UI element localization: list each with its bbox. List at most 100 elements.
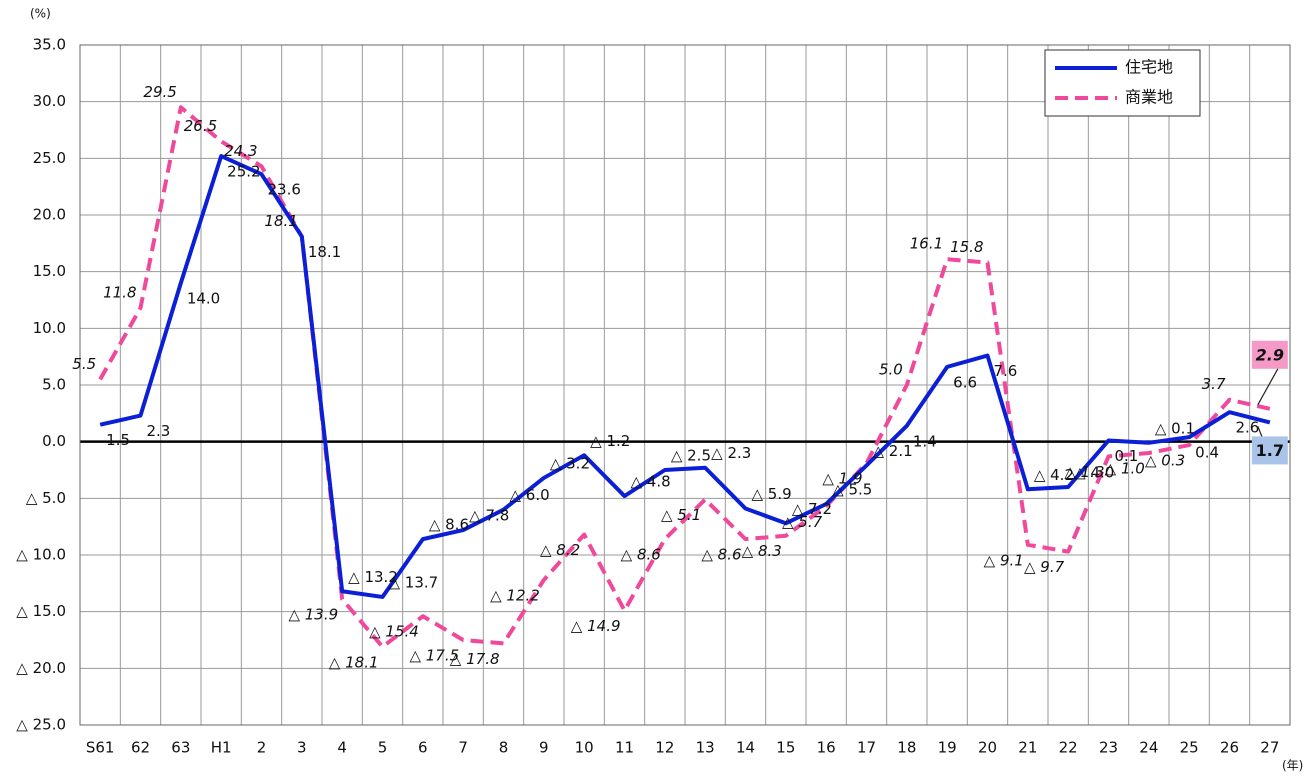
- value-label: △ 13.2: [348, 568, 398, 586]
- value-label: 5.0: [879, 361, 903, 379]
- y-tick-label: 0.0: [42, 432, 66, 450]
- x-tick-label: 12: [655, 739, 674, 757]
- x-tick-label: 4: [337, 739, 347, 757]
- value-label: 23.6: [268, 181, 301, 199]
- x-tick-label: 2: [257, 739, 267, 757]
- value-label: 11.8: [103, 283, 136, 301]
- value-label: △ 1.3: [1064, 463, 1104, 481]
- value-label: 25.2: [227, 163, 260, 181]
- value-label: 29.5: [143, 83, 176, 101]
- y-tick-label: 15.0: [33, 262, 66, 280]
- value-label: 24.3: [224, 142, 257, 160]
- label-box: [1251, 340, 1288, 369]
- label-arrow: [1257, 426, 1263, 437]
- x-tick-label: 19: [938, 739, 957, 757]
- x-tick-label: 63: [171, 739, 190, 757]
- value-label: 0.1: [1115, 447, 1139, 465]
- plot-frame: [79, 44, 1291, 726]
- value-label: 6.6: [953, 373, 977, 391]
- value-label: △ 9.7: [1024, 558, 1065, 576]
- value-label: △ 5.5: [832, 481, 872, 499]
- value-label: △ 7.2: [792, 500, 832, 518]
- value-label: 3.7: [1202, 375, 1226, 393]
- x-unit: (年): [1282, 759, 1303, 773]
- value-label: △ 8.6: [429, 516, 469, 534]
- value-label: △ 4.2: [1034, 466, 1074, 484]
- value-label: △ 8.3: [742, 542, 782, 560]
- y-tick-label: 25.0: [33, 149, 66, 167]
- value-label: △ 1.2: [590, 432, 630, 450]
- y-tick-label: 35.0: [33, 36, 66, 54]
- legend-label: 住宅地: [1125, 58, 1173, 77]
- x-tick-label: 21: [1018, 739, 1037, 757]
- value-label: 5.5: [72, 355, 96, 373]
- value-label: 1.7: [1256, 441, 1284, 460]
- value-label: △ 2.3: [711, 444, 751, 462]
- value-label: △ 2.5: [671, 447, 711, 465]
- value-label: △ 4.8: [631, 473, 671, 491]
- value-label: △ 0.3: [1145, 452, 1185, 470]
- x-tick-label: 10: [575, 739, 594, 757]
- value-label: 2.9: [1256, 345, 1284, 364]
- value-label: △ 17.5: [409, 647, 459, 665]
- value-label: △ 17.8: [450, 650, 500, 668]
- value-label: 14.0: [187, 290, 220, 308]
- x-tick-label: 3: [297, 739, 307, 757]
- series-line: [99, 154, 1271, 599]
- value-label: 1.4: [913, 432, 937, 450]
- value-label: △ 3.2: [550, 454, 590, 472]
- value-label: 0.4: [1195, 444, 1219, 462]
- legend-box: [1044, 49, 1201, 117]
- value-label: △ 13.9: [288, 606, 338, 624]
- value-label: △ 7.8: [469, 507, 509, 525]
- y-tick-label: 5.0: [42, 376, 66, 394]
- value-label: 2.3: [147, 422, 171, 440]
- value-label: 26.5: [184, 117, 217, 135]
- value-label: △ 5.1: [661, 506, 701, 524]
- y-tick-label: 10.0: [33, 319, 66, 337]
- legend-label: 商業地: [1125, 88, 1173, 107]
- value-label: △ 1.0: [1105, 460, 1145, 478]
- y-tick-label: 20.0: [33, 206, 66, 224]
- x-tick-label: 9: [539, 739, 549, 757]
- value-label: △ 14.9: [571, 617, 621, 635]
- x-tick-label: 25: [1180, 739, 1199, 757]
- x-tick-label: 27: [1260, 739, 1279, 757]
- value-label: 18.1: [308, 243, 341, 261]
- label-box: [1251, 436, 1288, 465]
- y-tick-label: △ 25.0: [16, 716, 66, 734]
- value-label: △ 5.9: [752, 485, 792, 503]
- value-label: △ 8.2: [540, 541, 580, 559]
- value-label: △ 18.1: [329, 653, 379, 671]
- x-tick-label: 6: [418, 739, 428, 757]
- value-label: △ 9.1: [984, 551, 1024, 569]
- value-label: △ 4.0: [1074, 464, 1114, 482]
- value-label: △ 12.2: [490, 586, 540, 604]
- x-tick-label: 18: [897, 739, 916, 757]
- y-tick-label: △ 5.0: [26, 489, 66, 507]
- x-tick-label: 62: [131, 739, 150, 757]
- value-label: △ 1.9: [822, 470, 862, 488]
- x-tick-label: 24: [1139, 739, 1158, 757]
- value-label: △ 2.1: [873, 442, 913, 460]
- x-tick-label: 16: [817, 739, 836, 757]
- x-tick-label: S61: [86, 739, 115, 757]
- y-tick-label: 30.0: [33, 92, 66, 110]
- value-label: △ 6.0: [510, 486, 550, 504]
- value-label: 15.8: [950, 238, 983, 256]
- x-tick-label: 5: [378, 739, 388, 757]
- y-tick-label: △ 20.0: [16, 659, 66, 677]
- value-label: △ 15.4: [369, 623, 419, 641]
- x-tick-label: 7: [458, 739, 468, 757]
- value-label: △ 8.6: [621, 546, 661, 564]
- value-label: △ 5.7: [782, 513, 823, 531]
- x-tick-label: 15: [776, 739, 795, 757]
- x-tick-label: 14: [736, 739, 755, 757]
- x-tick-label: 22: [1059, 739, 1078, 757]
- label-arrow: [1257, 368, 1279, 406]
- x-tick-label: 20: [978, 739, 997, 757]
- x-tick-label: 26: [1220, 739, 1239, 757]
- y-tick-label: △ 15.0: [16, 602, 66, 620]
- value-label: 18.1: [264, 212, 297, 230]
